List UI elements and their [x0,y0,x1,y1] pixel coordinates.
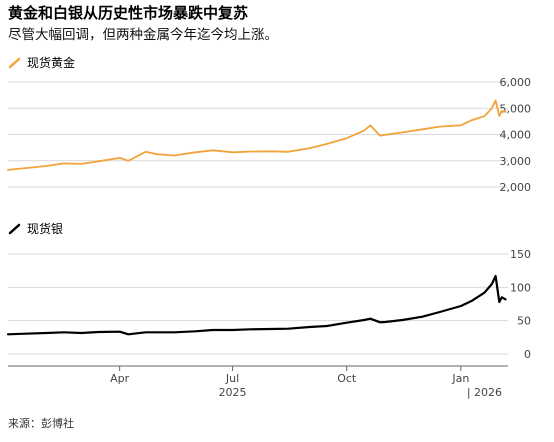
xtick-label-apr: Apr [110,372,130,385]
silver-legend-line-icon [8,223,21,235]
chart-subtitle: 尽管大幅回调，但两种金属今年迄今均上涨。 [8,27,278,43]
ytick-label-silver-0: 0 [524,348,531,361]
source-note: 来源：彭博社 [8,417,74,430]
gold-legend-line-icon [8,57,21,69]
xtick-label-jul: Jul [225,372,239,385]
gold-series-line [7,99,507,171]
ytick-label-gold-5000: 5,000 [500,102,532,115]
year-label-2026: | 2026 [467,386,502,399]
xtick-label-jan: Jan [451,372,469,385]
ytick-label-gold-3000: 3,000 [500,155,532,168]
legend-gold-label: 现货黄金 [27,56,76,70]
year-label-2025: 2025 [219,386,247,399]
legend-silver-label: 现货银 [27,222,64,236]
silver-series-line [6,274,507,336]
ytick-label-silver-150: 150 [510,248,531,261]
ytick-label-gold-2000: 2,000 [500,181,532,194]
legend-gold: 现货黄金 [8,56,75,70]
ytick-label-gold-4000: 4,000 [500,129,532,142]
ytick-label-gold-6000: 6,000 [500,76,532,89]
xtick-label-oct: Oct [337,372,357,385]
legend-silver: 现货银 [8,222,63,236]
chart-title: 黄金和白银从历史性市场暴跌中复苏 [8,4,249,22]
ytick-label-silver-50: 50 [517,315,531,328]
ytick-label-silver-100: 100 [510,281,531,294]
